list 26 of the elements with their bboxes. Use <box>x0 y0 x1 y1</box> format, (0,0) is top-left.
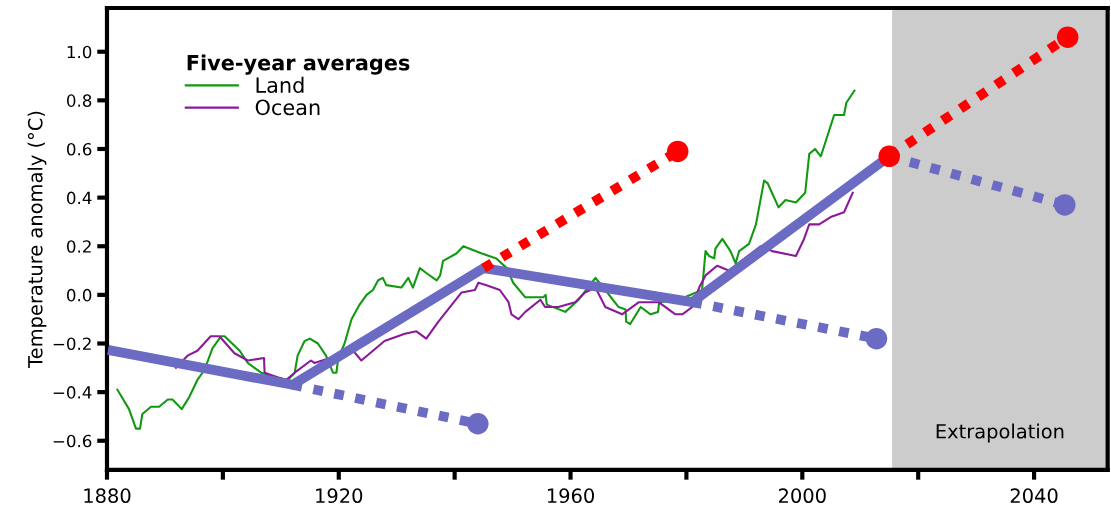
y-tick-label: 0.4 <box>67 191 92 205</box>
y-tick-label: 1.0 <box>67 45 92 59</box>
x-tick-label: 1920 <box>316 488 363 504</box>
y-tick-label: 0.0 <box>67 288 92 302</box>
legend-label: Ocean <box>255 99 320 116</box>
y-tick-label: −0.2 <box>53 337 91 351</box>
legend-title: Five-year averages <box>187 54 410 75</box>
y-tick-label: 0.6 <box>67 142 92 156</box>
line-series <box>174 191 854 382</box>
band-label: Extrapolation <box>936 423 1064 443</box>
point <box>878 145 900 168</box>
y-tick-label: 0.2 <box>67 240 91 253</box>
y-axis-title: Temperature anomaly (°C) <box>27 111 47 368</box>
x-tick-label: 2040 <box>1010 488 1058 504</box>
x-tick-label: 1960 <box>547 488 594 504</box>
y-tick-label: −0.4 <box>53 386 92 399</box>
point <box>865 327 888 350</box>
x-tick-label: 1880 <box>84 488 131 504</box>
point <box>1054 194 1076 216</box>
point <box>666 140 689 163</box>
point <box>467 412 489 435</box>
y-tick-label: −0.6 <box>53 434 92 448</box>
point <box>1056 26 1079 48</box>
y-tick-label: 0.8 <box>67 94 92 107</box>
legend-label: Land <box>256 76 304 93</box>
x-tick-label: 2000 <box>778 488 826 504</box>
